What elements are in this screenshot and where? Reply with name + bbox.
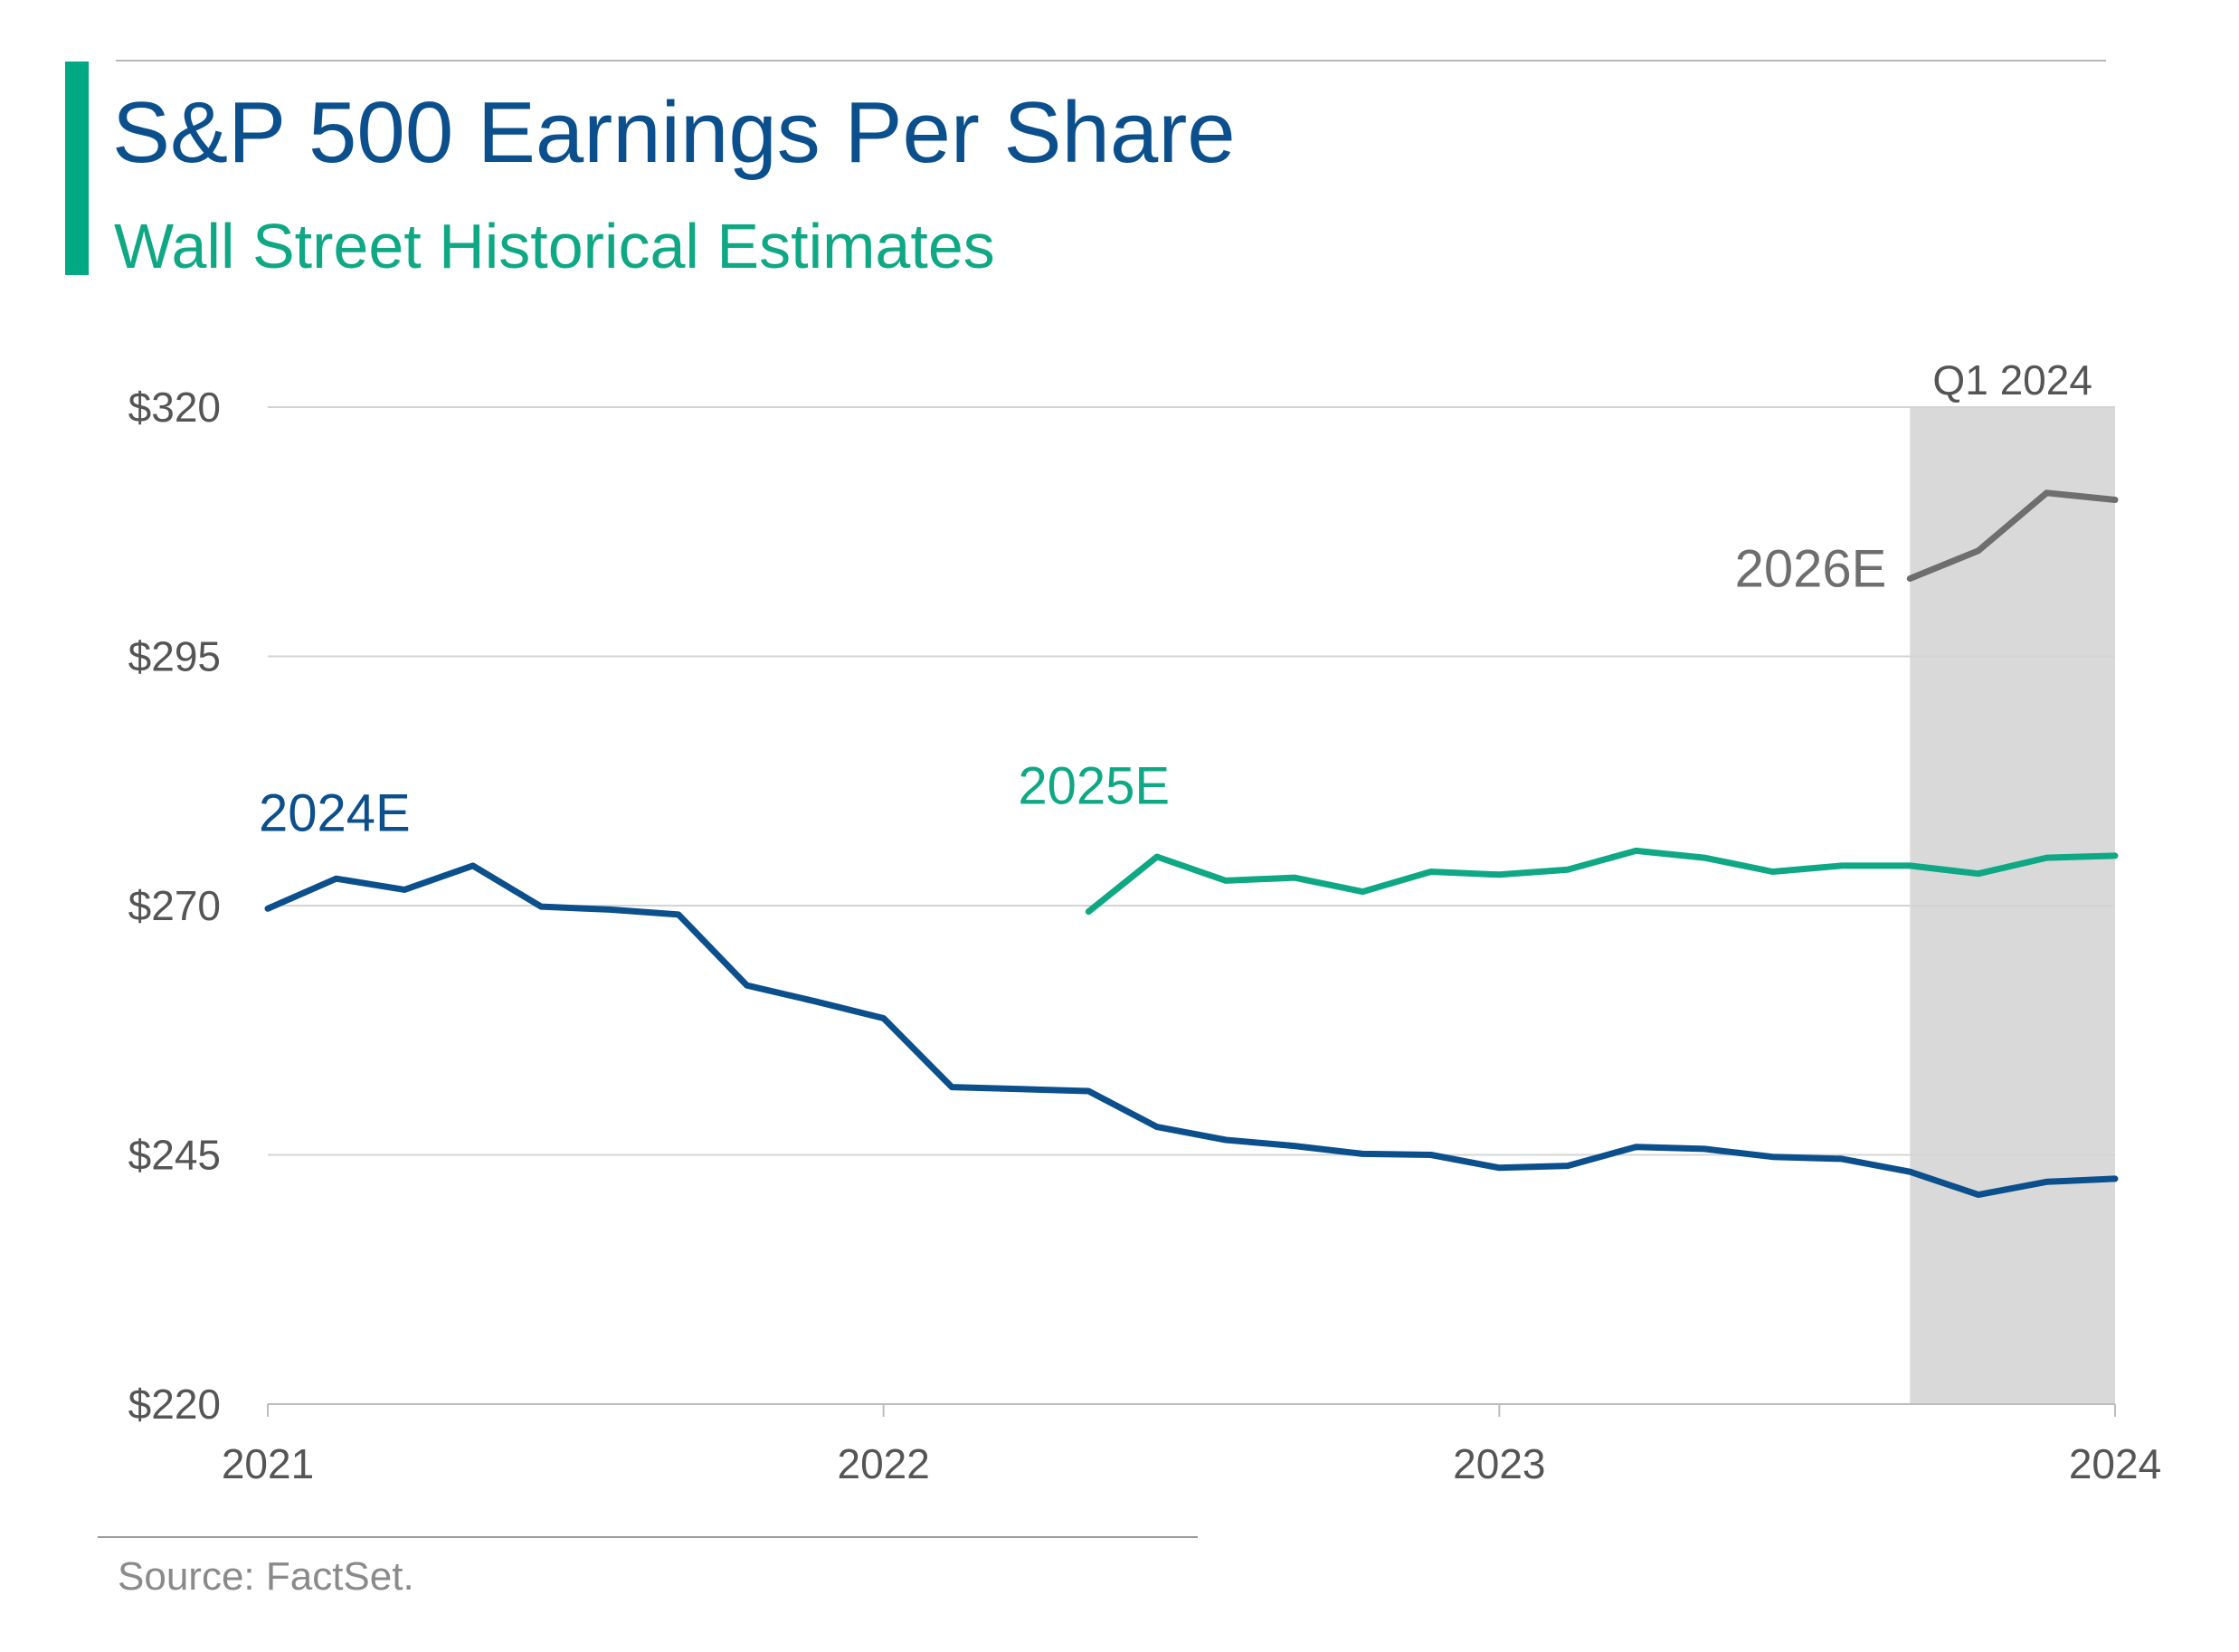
series-line-2026e (1906, 489, 2119, 582)
y-tick-label: $270 (128, 882, 221, 929)
chart-title: S&P 500 Earnings Per Share (112, 84, 1236, 181)
x-tick-label: 2021 (222, 1440, 314, 1487)
highlight-label: Q1 2024 (1932, 356, 2092, 404)
x-tick-label: 2023 (1453, 1440, 1545, 1487)
y-tick-label: $245 (128, 1132, 221, 1179)
series-line-2024e (264, 862, 2119, 1199)
series-label-2025e: 2025E (1018, 757, 1170, 816)
y-tick-label: $220 (128, 1381, 221, 1428)
series-label-2026e: 2026E (1735, 539, 1887, 598)
source-note: Source: FactSet. (118, 1554, 414, 1599)
series-line-2025e (1085, 847, 2119, 916)
chart-subtitle: Wall Street Historical Estimates (114, 211, 995, 281)
y-tick-label: $320 (128, 384, 221, 431)
title-accent-bar (65, 62, 89, 275)
x-tick-label: 2022 (837, 1440, 929, 1487)
source-divider (98, 1536, 1198, 1538)
series-label-2024e: 2024E (259, 783, 411, 842)
top-divider (116, 60, 2106, 62)
y-tick-label: $295 (128, 633, 221, 680)
x-tick-label: 2024 (2069, 1440, 2161, 1487)
